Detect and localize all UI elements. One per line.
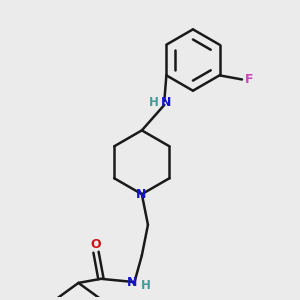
Text: F: F: [245, 73, 254, 86]
Text: N: N: [161, 96, 172, 110]
Text: O: O: [91, 238, 101, 251]
Text: N: N: [136, 188, 147, 201]
Text: H: H: [149, 96, 159, 110]
Text: H: H: [141, 279, 151, 292]
Text: N: N: [127, 276, 138, 289]
